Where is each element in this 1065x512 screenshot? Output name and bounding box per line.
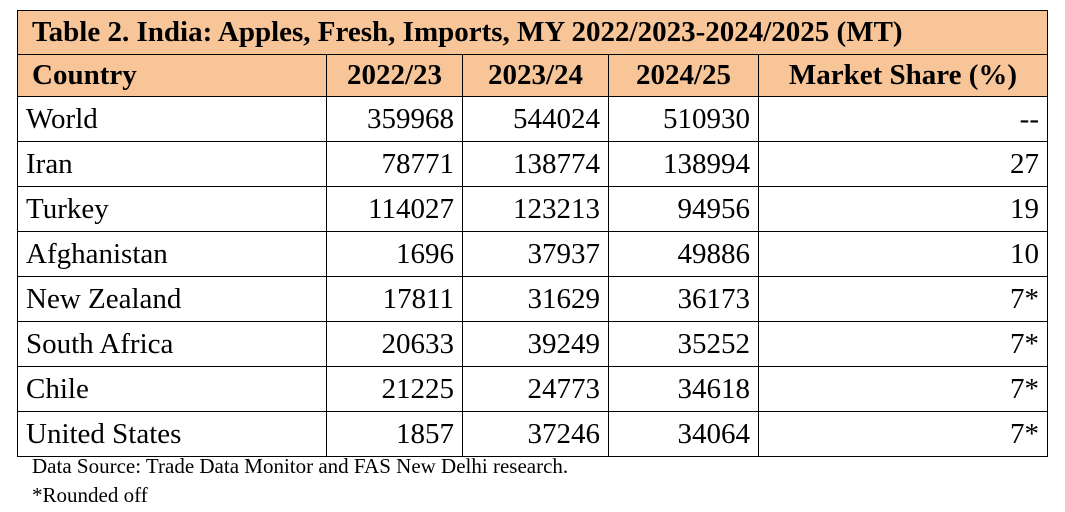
- cell-country: South Africa: [17, 321, 327, 367]
- cell-2023-24: 123213: [462, 186, 609, 232]
- rounded-off-footnote: *Rounded off: [32, 483, 148, 507]
- cell-2022-23: 20633: [326, 321, 463, 367]
- cell-market-share: 7*: [758, 321, 1048, 367]
- cell-2022-23: 78771: [326, 141, 463, 187]
- cell-country: Chile: [17, 366, 327, 412]
- header-market-share: Market Share (%): [758, 54, 1048, 97]
- cell-2022-23: 1696: [326, 231, 463, 277]
- cell-2022-23: 21225: [326, 366, 463, 412]
- table-row: World 359968 544024 510930 --: [17, 96, 1048, 142]
- cell-2024-25: 35252: [608, 321, 759, 367]
- cell-market-share: 27: [758, 141, 1048, 187]
- table-title-row: Table 2. India: Apples, Fresh, Imports, …: [17, 10, 1048, 55]
- table-row: Iran 78771 138774 138994 27: [17, 141, 1048, 187]
- cell-2024-25: 94956: [608, 186, 759, 232]
- cell-market-share: 7*: [758, 411, 1048, 457]
- header-2023-24: 2023/24: [462, 54, 609, 97]
- cell-market-share: 7*: [758, 366, 1048, 412]
- cell-2024-25: 36173: [608, 276, 759, 322]
- cell-market-share: --: [758, 96, 1048, 142]
- cell-2024-25: 510930: [608, 96, 759, 142]
- cell-2022-23: 359968: [326, 96, 463, 142]
- cell-2024-25: 34618: [608, 366, 759, 412]
- header-2024-25: 2024/25: [608, 54, 759, 97]
- table-header-row: Country 2022/23 2023/24 2024/25 Market S…: [17, 54, 1048, 97]
- cell-2023-24: 37937: [462, 231, 609, 277]
- cell-2024-25: 34064: [608, 411, 759, 457]
- data-source-note: Data Source: Trade Data Monitor and FAS …: [32, 454, 569, 478]
- cell-2023-24: 31629: [462, 276, 609, 322]
- cell-2023-24: 39249: [462, 321, 609, 367]
- table-row: Chile 21225 24773 34618 7*: [17, 366, 1048, 412]
- table-title: Table 2. India: Apples, Fresh, Imports, …: [17, 10, 1048, 55]
- cell-2024-25: 138994: [608, 141, 759, 187]
- table-row: South Africa 20633 39249 35252 7*: [17, 321, 1048, 367]
- cell-country: World: [17, 96, 327, 142]
- cell-country: Iran: [17, 141, 327, 187]
- table-row: Turkey 114027 123213 94956 19: [17, 186, 1048, 232]
- table-row: Afghanistan 1696 37937 49886 10: [17, 231, 1048, 277]
- cell-country: Afghanistan: [17, 231, 327, 277]
- header-country: Country: [17, 54, 327, 97]
- table-row: New Zealand 17811 31629 36173 7*: [17, 276, 1048, 322]
- cell-2022-23: 17811: [326, 276, 463, 322]
- cell-2023-24: 24773: [462, 366, 609, 412]
- cell-market-share: 7*: [758, 276, 1048, 322]
- cell-2024-25: 49886: [608, 231, 759, 277]
- cell-2022-23: 1857: [326, 411, 463, 457]
- cell-2023-24: 544024: [462, 96, 609, 142]
- header-2022-23: 2022/23: [326, 54, 463, 97]
- cell-2022-23: 114027: [326, 186, 463, 232]
- cell-market-share: 19: [758, 186, 1048, 232]
- apple-imports-table: Table 2. India: Apples, Fresh, Imports, …: [17, 10, 1048, 457]
- cell-country: Turkey: [17, 186, 327, 232]
- table-row: United States 1857 37246 34064 7*: [17, 411, 1048, 457]
- cell-2023-24: 138774: [462, 141, 609, 187]
- cell-country: United States: [17, 411, 327, 457]
- cell-country: New Zealand: [17, 276, 327, 322]
- cell-market-share: 10: [758, 231, 1048, 277]
- cell-2023-24: 37246: [462, 411, 609, 457]
- table-notes: Data Source: Trade Data Monitor and FAS …: [32, 452, 568, 510]
